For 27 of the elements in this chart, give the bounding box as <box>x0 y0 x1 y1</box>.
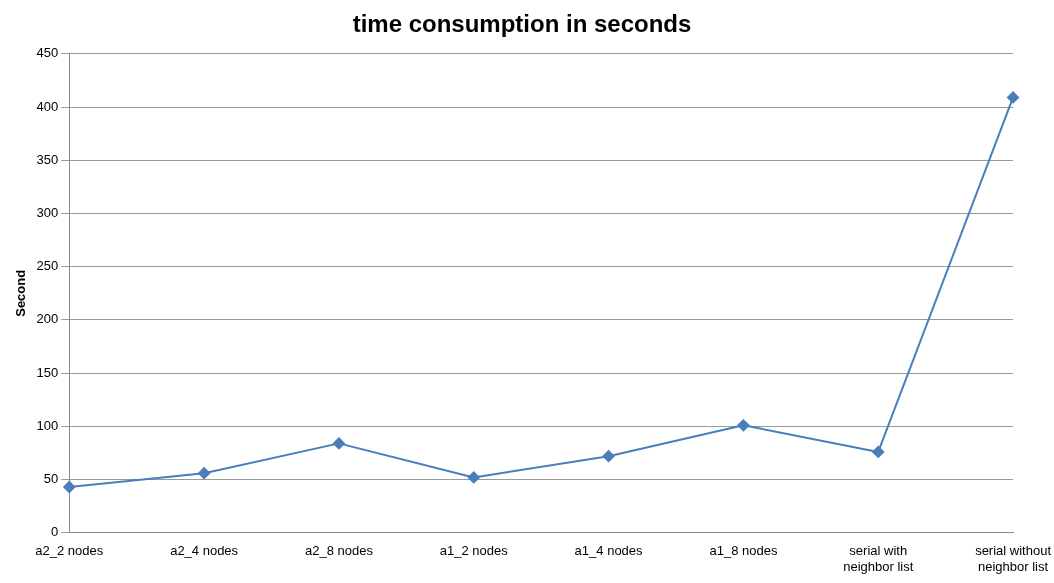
point <box>602 450 615 463</box>
x-tick-label: a2_8 nodes <box>304 543 374 559</box>
y-axis-title: Second <box>13 269 29 317</box>
x-tick-label: a1_4 nodes <box>574 543 644 559</box>
y-tick-label: 50 <box>43 471 59 487</box>
point <box>737 419 750 432</box>
y-tick-label: 0 <box>51 524 59 540</box>
y-tick-label: 350 <box>36 151 59 167</box>
y-tick-label: 250 <box>36 258 59 274</box>
y-tick-label: 400 <box>36 98 59 114</box>
y-tick-label: 100 <box>36 417 59 433</box>
x-tick-label: a2_4 nodes <box>170 543 239 559</box>
y-tick-label: 300 <box>36 205 59 221</box>
point <box>332 437 345 450</box>
point <box>467 471 480 484</box>
point <box>1007 91 1020 104</box>
point <box>872 445 885 458</box>
x-tick-label: serial with neighbor list <box>843 543 914 574</box>
y-tick-label: 150 <box>36 364 59 380</box>
chart-title: time consumption in seconds <box>352 10 692 38</box>
x-tick-label: serial without neighbor list <box>975 543 1052 574</box>
x-tick-label: a1_8 nodes <box>709 543 778 559</box>
y-tick-label: 200 <box>36 311 59 327</box>
point <box>198 467 211 480</box>
y-tick-label: 450 <box>36 45 59 61</box>
x-tick-label: a2_2 nodes <box>35 543 104 559</box>
x-tick-label: a1_2 nodes <box>439 543 509 559</box>
